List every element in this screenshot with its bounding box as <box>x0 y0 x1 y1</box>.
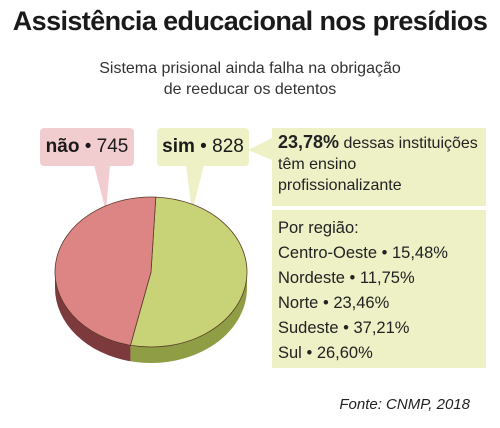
callout-sim-label: sim <box>162 136 195 157</box>
region-value: 26,60% <box>316 344 373 362</box>
chart-title: Assistência educacional nos presídios <box>12 6 488 36</box>
info-pointer <box>248 138 272 160</box>
pie-sides <box>55 272 247 363</box>
callout-nao-text: não • 745 <box>45 136 129 157</box>
region-value: 23,46% <box>333 294 390 312</box>
region-label: Sudeste <box>278 319 339 337</box>
region-value: 15,48% <box>392 244 448 262</box>
chart-subtitle: Sistema prisional ainda falha na obrigaç… <box>60 58 440 100</box>
region-item: Centro-Oeste • 15,48% <box>278 244 448 262</box>
callout-nao-pointer <box>94 165 110 212</box>
pie-tops <box>54 196 248 348</box>
subtitle-line-1: Sistema prisional ainda falha na obrigaç… <box>99 60 401 77</box>
regions-heading: Por região: <box>278 219 359 237</box>
info-box-regions: Por região: Centro-Oeste • 15,48% Nordes… <box>272 210 486 368</box>
region-label: Sul <box>278 344 302 362</box>
pie-slice-sim <box>129 196 248 348</box>
region-label: Nordeste <box>278 269 345 287</box>
callout-sim-text: sim • 828 <box>162 136 244 157</box>
info-box-professional: 23,78% dessas instituições têm ensino pr… <box>272 128 486 206</box>
region-item: Nordeste • 11,75% <box>278 269 415 287</box>
pie-side-sim <box>130 272 247 363</box>
region-value: 11,75% <box>359 269 415 287</box>
callout-nao-value: 745 <box>96 136 129 157</box>
callout-sim-value: 828 <box>212 136 244 157</box>
info-text: dessas instituições têm ensino profissio… <box>278 135 478 194</box>
region-item: Sul • 26,60% <box>278 344 373 362</box>
region-item: Norte • 23,46% <box>278 294 390 312</box>
source-note: Fonte: CNMP, 2018 <box>339 396 470 413</box>
region-label: Centro-Oeste <box>278 244 378 262</box>
region-value: 37,21% <box>353 319 410 337</box>
callout-sim: sim • 828 <box>157 128 249 166</box>
callout-nao-label: não <box>45 136 80 157</box>
pie-slice-nao <box>54 196 157 346</box>
subtitle-line-2: de reeducar os detentos <box>163 81 337 98</box>
callout-nao: não • 745 <box>40 128 134 166</box>
pie-side-nao <box>55 272 131 362</box>
region-label: Norte <box>278 294 319 312</box>
region-item: Sudeste • 37,21% <box>278 319 410 337</box>
callout-sim-pointer <box>186 165 204 212</box>
info-highlight: 23,78% <box>278 132 340 152</box>
